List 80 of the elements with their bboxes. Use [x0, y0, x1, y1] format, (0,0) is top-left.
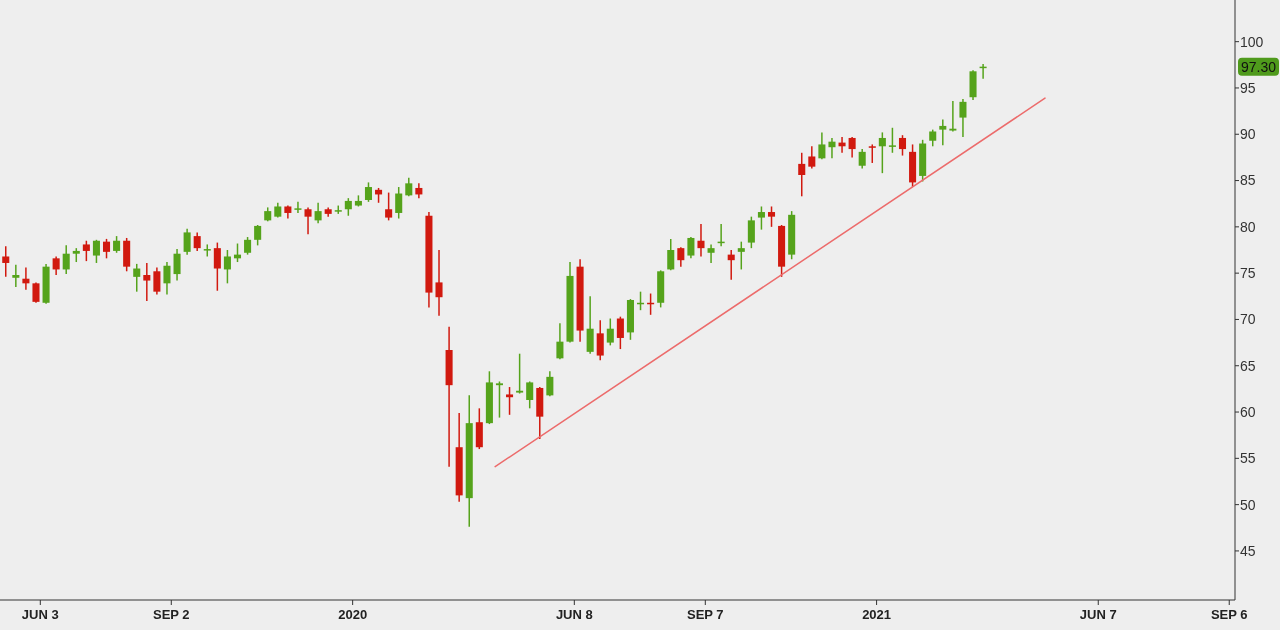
candlestick	[395, 186, 403, 220]
candlestick	[183, 227, 191, 256]
candlestick	[52, 255, 60, 276]
candlestick	[495, 380, 503, 419]
candlestick	[596, 319, 604, 361]
y-tick-label: 55	[1240, 450, 1256, 467]
x-tick-label: JUN 8	[555, 607, 593, 622]
candlestick	[385, 191, 393, 222]
candlestick	[858, 148, 866, 170]
y-tick-label: 95	[1240, 79, 1256, 96]
y-tick-label: 80	[1240, 218, 1256, 235]
candlestick	[868, 143, 876, 164]
x-tick-label: JUN 7	[1079, 607, 1117, 622]
candlestick	[102, 238, 111, 260]
candlestick	[153, 266, 161, 296]
candlestick	[143, 262, 151, 302]
candlestick	[516, 352, 524, 395]
y-tick-label: 90	[1240, 126, 1256, 143]
candlestick	[405, 177, 413, 198]
y-tick-label: 85	[1240, 172, 1256, 189]
candlestick	[82, 239, 90, 262]
text: 97.30	[1240, 58, 1277, 75]
y-tick-label: 100	[1240, 33, 1264, 50]
y-tick-label: 70	[1240, 311, 1256, 328]
x-tick-label: SEP 2	[152, 607, 190, 622]
candlestick	[949, 100, 957, 133]
candlestick	[213, 241, 221, 292]
candlestick	[727, 249, 735, 281]
candlestick	[798, 152, 806, 198]
candlestick	[12, 264, 20, 288]
candlestick	[223, 249, 231, 285]
candlestick	[92, 239, 100, 264]
candlestick	[254, 224, 262, 247]
candlestick	[898, 134, 907, 157]
candlestick	[818, 131, 826, 161]
candlestick	[364, 181, 373, 203]
candlestick	[546, 370, 554, 398]
x-tick-label: 2021	[862, 607, 892, 622]
candlestick	[757, 205, 765, 231]
candlestick	[687, 236, 695, 260]
y-tick-label: 65	[1240, 357, 1256, 374]
y-tick-label: 45	[1240, 542, 1256, 559]
candlestick	[747, 215, 755, 249]
candlestick	[697, 223, 705, 258]
candlestick	[526, 380, 534, 410]
x-tick-label: JUN 3	[21, 607, 59, 622]
y-tick-label: 60	[1240, 403, 1256, 420]
candlestick	[32, 281, 40, 304]
candlestick	[616, 315, 624, 350]
candlestick	[304, 206, 312, 236]
candlestick	[62, 244, 70, 275]
x-tick-label: 2020	[338, 607, 368, 622]
x-tick-label: SEP 7	[686, 607, 724, 622]
candlestick	[193, 231, 201, 252]
y-tick-label: 75	[1240, 265, 1256, 282]
candlestick	[707, 243, 715, 264]
x-tick-label: SEP 6	[1210, 607, 1248, 622]
candlestick	[163, 261, 171, 296]
candlestick	[314, 202, 322, 224]
candlestick	[173, 248, 181, 282]
candlestick	[556, 322, 564, 361]
candlestick	[677, 246, 685, 268]
candlestick	[848, 136, 856, 159]
y-tick-label: 50	[1240, 496, 1256, 513]
candlestick	[808, 145, 816, 170]
candlestick	[959, 98, 967, 138]
candlestick	[294, 201, 302, 214]
candlestick	[435, 249, 443, 317]
candlestick	[586, 295, 594, 355]
candlestick	[737, 240, 745, 271]
candlestick	[828, 137, 836, 160]
candlestick	[939, 118, 947, 147]
candlestick	[878, 131, 886, 174]
candlestick	[133, 263, 141, 293]
candlestick	[506, 386, 514, 416]
candlestick	[767, 205, 776, 228]
candlestick	[606, 317, 614, 347]
candlestick	[2, 245, 10, 278]
candlestick	[888, 127, 896, 154]
candlestick	[667, 238, 675, 272]
